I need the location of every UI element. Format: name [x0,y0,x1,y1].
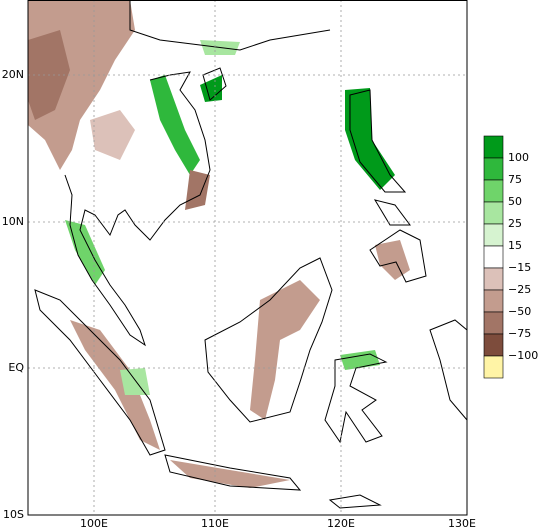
java [164,454,302,491]
green-patch [120,368,150,395]
graticule [28,0,467,515]
colorbar-box [483,311,504,335]
axis-labels: 20N 10N EQ 10S 100E 110E 120E 130E [2,68,476,530]
lon-label: 110E [201,517,229,530]
colorbar-label: 25 [508,217,522,230]
brown-patch [70,320,160,450]
lat-label: 20N [2,68,24,81]
green-patch [150,75,200,175]
colorbar-box [483,135,504,159]
borneo [204,257,333,423]
mainland-coast [64,0,331,347]
shading [28,0,410,488]
colorbar-label: −50 [508,305,531,318]
lon-label: 100E [80,517,108,530]
map-area [27,0,468,516]
colorbar-label: 75 [508,173,522,186]
colorbar-box [483,179,504,203]
green-patch [65,220,105,285]
brown-patch [170,460,290,488]
colorbar-box [483,223,504,247]
visayas [373,199,411,226]
colorbar-label: −25 [508,283,531,296]
colorbar-label: 50 [508,195,522,208]
lat-label: EQ [8,361,24,374]
colorbar-label: −100 [508,349,538,362]
hainan [202,67,227,101]
lon-label: 120E [327,517,355,530]
small-island [328,494,382,509]
colorbar-box [483,289,504,313]
colorbar-box [483,333,504,357]
colorbar-label: −75 [508,327,531,340]
colorbar: 100 75 50 25 15 −15 −25 −50 −75 −100 [483,135,538,379]
lat-label: 10S [3,508,24,521]
luzon [349,89,407,193]
green-patch [200,75,222,102]
sulawesi [324,353,388,444]
colorbar-box [483,245,504,269]
map-frame [27,0,468,516]
colorbar-label: −15 [508,261,531,274]
colorbar-label: 100 [508,151,529,164]
colorbar-box [483,267,504,291]
colorbar-box [483,157,504,181]
green-patch [345,88,395,190]
colorbar-box [483,201,504,225]
mindanao [369,229,427,283]
colorbar-box [483,355,504,379]
brown-patch [90,110,135,160]
lon-label: 130E [448,517,476,530]
lat-label: 10N [2,215,24,228]
sumatra [34,289,166,456]
colorbar-label: 15 [508,239,522,252]
brown-patch [185,170,210,210]
brown-patch [250,280,320,420]
brown-patch [375,240,410,280]
